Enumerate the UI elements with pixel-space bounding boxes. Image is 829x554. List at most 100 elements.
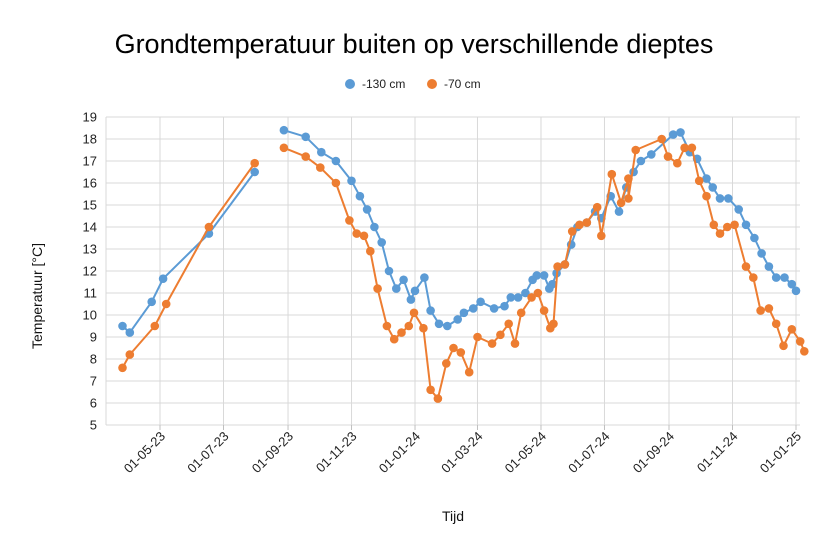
data-point (158, 274, 168, 284)
data-point (301, 132, 311, 142)
plot-area (118, 125, 809, 403)
data-point (787, 279, 797, 289)
data-point (118, 363, 127, 373)
data-point (373, 284, 382, 293)
y-tick-label: 5 (90, 418, 97, 433)
data-point (715, 229, 725, 238)
data-point (469, 304, 478, 313)
legend-marker-130cm (345, 79, 355, 89)
data-point (636, 156, 646, 166)
y-tick-label: 16 (83, 176, 97, 191)
data-point (647, 150, 656, 159)
chart-title: Grondtemperatuur buiten op verschillende… (115, 29, 714, 59)
data-point (279, 125, 289, 135)
data-point (676, 128, 685, 137)
data-point (687, 143, 697, 153)
data-point (399, 275, 408, 285)
data-point (539, 306, 549, 315)
data-point (433, 394, 443, 403)
data-point (749, 273, 758, 282)
data-point (420, 273, 429, 282)
data-point (434, 319, 444, 329)
y-tick-label: 19 (83, 110, 97, 125)
y-tick-label: 6 (90, 396, 97, 411)
data-point (250, 158, 259, 168)
data-point (453, 315, 463, 324)
data-point (352, 229, 362, 238)
data-point (355, 191, 365, 201)
data-point (345, 216, 354, 225)
x-tick-label: 01-05-24 (502, 429, 549, 476)
data-point (384, 266, 394, 276)
data-point (456, 348, 466, 357)
series-70cm (118, 134, 809, 403)
data-point (426, 306, 435, 315)
data-point (764, 262, 774, 271)
y-tick-label: 18 (83, 132, 97, 147)
y-axis-ticks: 5 6 7 8 9 10 11 12 13 14 15 16 17 18 19 (83, 110, 97, 433)
data-point (510, 339, 520, 348)
y-tick-label: 12 (83, 264, 97, 279)
data-point (125, 350, 135, 359)
data-point (624, 174, 633, 183)
x-tick-label: 01-09-23 (249, 429, 296, 476)
data-point (694, 176, 704, 186)
data-point (443, 321, 452, 331)
data-point (161, 299, 171, 309)
data-point (331, 156, 341, 166)
data-point (404, 321, 414, 331)
data-point (616, 198, 626, 208)
data-point (476, 297, 485, 307)
y-tick-label: 10 (83, 308, 97, 323)
data-point (673, 158, 682, 168)
data-point (750, 233, 759, 243)
data-point (532, 271, 542, 280)
data-point (709, 220, 719, 230)
y-tick-label: 15 (83, 198, 97, 213)
data-point (397, 328, 406, 337)
data-point (657, 134, 666, 144)
legend: -130 cm -70 cm (345, 77, 481, 91)
x-tick-label: 01-09-24 (630, 429, 677, 476)
data-point (791, 286, 801, 296)
y-tick-label: 17 (83, 154, 97, 169)
series-130cm (118, 125, 801, 337)
y-tick-label: 14 (83, 220, 97, 235)
y-tick-label: 7 (90, 374, 97, 389)
y-tick-label: 8 (90, 352, 97, 367)
data-point (118, 321, 127, 331)
x-tick-label: 01-11-24 (694, 429, 741, 476)
y-tick-label: 9 (90, 330, 97, 345)
y-tick-label: 11 (84, 286, 98, 301)
data-point (317, 147, 326, 157)
data-point (741, 262, 751, 271)
y-tick-label: 13 (83, 242, 97, 257)
data-point (125, 328, 135, 337)
legend-label-70cm: -70 cm (444, 77, 481, 91)
data-point (389, 334, 399, 344)
data-point (780, 273, 789, 282)
data-point (723, 222, 732, 232)
data-point (442, 359, 451, 368)
data-point (800, 347, 809, 356)
data-point (764, 304, 774, 313)
x-tick-label: 01-07-24 (565, 429, 612, 476)
data-point (567, 227, 577, 236)
data-point (560, 260, 570, 269)
data-point (449, 343, 458, 353)
data-point (708, 183, 717, 192)
data-point (150, 321, 160, 331)
series-line (121, 171, 256, 334)
data-point (624, 194, 633, 203)
data-point (513, 293, 523, 302)
data-point (204, 222, 214, 232)
data-point (771, 319, 781, 329)
data-point (504, 319, 513, 329)
data-point (575, 220, 584, 230)
data-point (795, 337, 805, 346)
series-line (283, 138, 806, 400)
data-point (370, 222, 379, 232)
data-point (426, 385, 435, 395)
data-point (464, 367, 474, 377)
data-point (521, 288, 530, 298)
